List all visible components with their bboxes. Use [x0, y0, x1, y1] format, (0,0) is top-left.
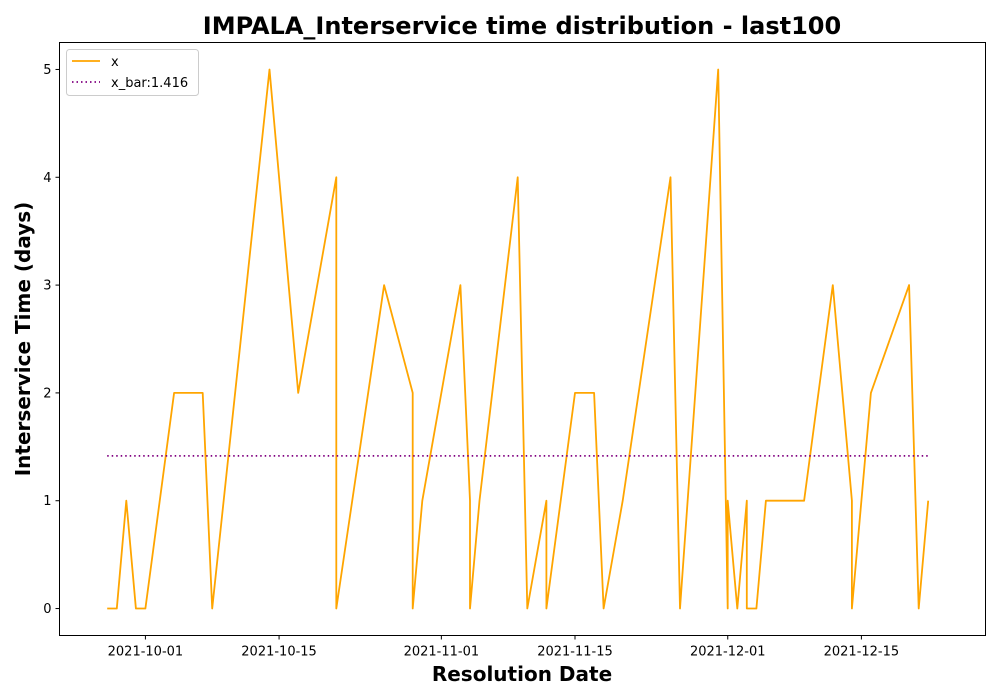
legend-label-x: x	[111, 55, 119, 70]
y-tick-label: 0	[43, 602, 51, 617]
plot-area	[59, 42, 986, 636]
x-tick-label: 2021-10-15	[241, 645, 317, 660]
y-axis-ticks: 0 1 2 3 4 5	[43, 63, 60, 617]
y-tick-label: 1	[43, 494, 51, 509]
legend: x x_bar:1.416	[66, 49, 199, 96]
series-layer	[107, 68, 930, 610]
y-axis-label: Interservice Time (days)	[11, 202, 35, 477]
x-tick-label: 2021-11-01	[404, 645, 480, 660]
x-axis-label: Resolution Date	[432, 662, 612, 686]
x-tick-label: 2021-10-01	[108, 645, 184, 660]
y-tick-label: 3	[43, 279, 51, 294]
x-tick-label: 2021-12-15	[824, 645, 900, 660]
y-tick-label: 5	[43, 63, 51, 78]
y-tick-label: 4	[43, 171, 51, 186]
x-tick-label: 2021-11-15	[537, 645, 613, 660]
chart-title: IMPALA_Interservice time distribution - …	[203, 12, 841, 40]
x-tick-label: 2021-12-01	[690, 645, 766, 660]
x-axis-ticks: 2021-10-01 2021-10-15 2021-11-01 2021-11-15…	[108, 635, 900, 660]
y-tick-label: 2	[43, 386, 51, 401]
legend-label-x-bar: x_bar:1.416	[111, 76, 188, 91]
series-line-x	[107, 68, 930, 610]
